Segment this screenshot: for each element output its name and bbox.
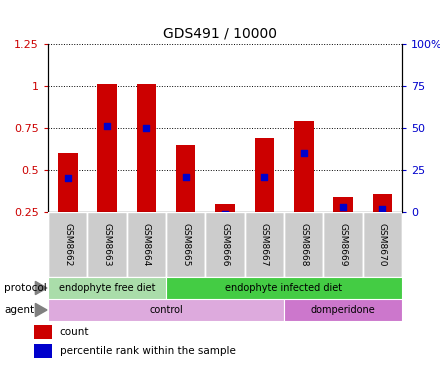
Text: GSM8662: GSM8662 — [63, 223, 72, 266]
Text: control: control — [149, 305, 183, 315]
Text: domperidone: domperidone — [311, 305, 375, 315]
Bar — [97, 84, 117, 254]
Bar — [254, 138, 274, 254]
Bar — [166, 277, 402, 299]
Bar — [33, 325, 52, 339]
Text: count: count — [60, 327, 89, 337]
Bar — [363, 212, 402, 277]
Text: GSM8669: GSM8669 — [338, 223, 348, 266]
Bar — [323, 212, 363, 277]
Text: protocol: protocol — [4, 283, 47, 293]
Bar — [284, 299, 402, 321]
Point — [379, 206, 386, 212]
Text: GSM8670: GSM8670 — [378, 223, 387, 266]
Point — [143, 125, 150, 131]
Bar — [48, 299, 284, 321]
Bar — [33, 344, 52, 358]
Text: GSM8665: GSM8665 — [181, 223, 190, 266]
Bar — [176, 145, 195, 254]
Bar — [245, 212, 284, 277]
Bar — [373, 194, 392, 254]
Bar — [294, 121, 313, 254]
Point — [103, 123, 110, 129]
Bar — [48, 277, 166, 299]
Polygon shape — [35, 281, 47, 295]
Text: GSM8666: GSM8666 — [220, 223, 230, 266]
Polygon shape — [35, 303, 47, 317]
Text: endophyte free diet: endophyte free diet — [59, 283, 155, 293]
Text: percentile rank within the sample: percentile rank within the sample — [60, 346, 236, 356]
Point — [340, 204, 347, 210]
Bar — [127, 212, 166, 277]
Point — [261, 174, 268, 180]
Bar — [48, 212, 87, 277]
Text: endophyte infected diet: endophyte infected diet — [225, 283, 343, 293]
Text: agent: agent — [4, 305, 34, 315]
Text: GSM8664: GSM8664 — [142, 223, 151, 266]
Bar — [87, 212, 127, 277]
Bar — [136, 84, 156, 254]
Text: GSM8667: GSM8667 — [260, 223, 269, 266]
Bar — [284, 212, 323, 277]
Bar — [166, 212, 205, 277]
Text: GSM8668: GSM8668 — [299, 223, 308, 266]
Point — [182, 174, 189, 180]
Bar — [205, 212, 245, 277]
Bar — [58, 153, 77, 254]
Point — [300, 150, 307, 156]
Text: GSM8663: GSM8663 — [103, 223, 111, 266]
Bar — [333, 197, 353, 254]
Text: GDS491 / 10000: GDS491 / 10000 — [163, 26, 277, 40]
Point — [64, 175, 71, 181]
Bar — [215, 203, 235, 254]
Point — [221, 211, 228, 217]
